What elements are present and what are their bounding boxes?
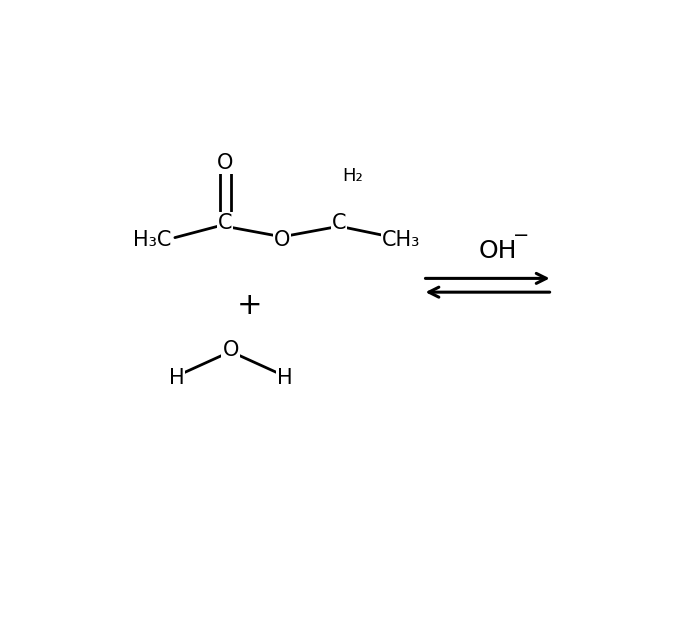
Text: C: C	[218, 213, 232, 233]
Text: +: +	[237, 292, 262, 321]
Text: OH: OH	[479, 239, 518, 263]
Text: O: O	[274, 230, 290, 250]
Text: H₂: H₂	[342, 167, 363, 185]
Text: CH₃: CH₃	[382, 230, 420, 250]
Text: −: −	[513, 226, 529, 245]
Text: H: H	[277, 368, 292, 388]
Text: O: O	[217, 153, 233, 173]
Text: H: H	[169, 368, 184, 388]
Text: O: O	[223, 340, 239, 360]
Text: H₃C: H₃C	[133, 230, 171, 250]
Text: C: C	[332, 213, 346, 233]
